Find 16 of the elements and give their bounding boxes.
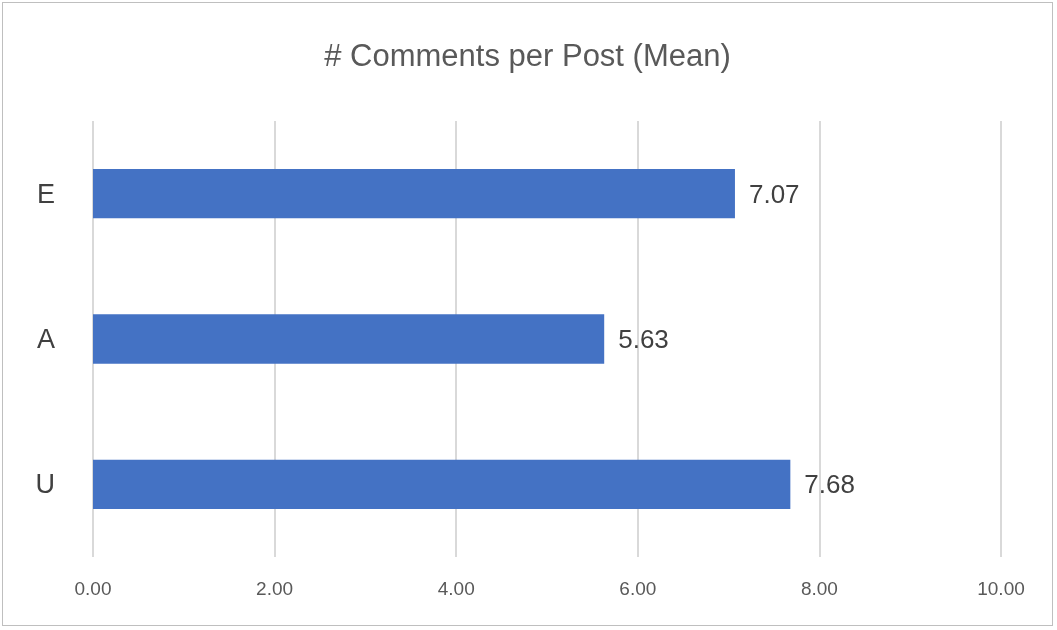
x-tick-label: 6.00 (619, 578, 657, 599)
chart-title: # Comments per Post (Mean) (324, 38, 731, 73)
data-label: 7.07 (748, 178, 800, 209)
x-tick-label: 0.00 (74, 578, 112, 599)
bar (93, 314, 605, 364)
data-label: 5.63 (618, 324, 669, 354)
x-tick-label: 10.00 (977, 578, 1025, 599)
data-label: 7.68 (804, 469, 855, 500)
y-tick-label: E (36, 178, 55, 209)
bar (93, 459, 791, 510)
x-tick-label: 8.00 (800, 578, 838, 599)
x-tick-label: 4.00 (437, 578, 475, 599)
y-tick-label: A (36, 324, 55, 354)
y-tick-label: U (35, 469, 55, 500)
x-tick-label: 2.00 (256, 578, 294, 599)
bar (93, 168, 735, 219)
